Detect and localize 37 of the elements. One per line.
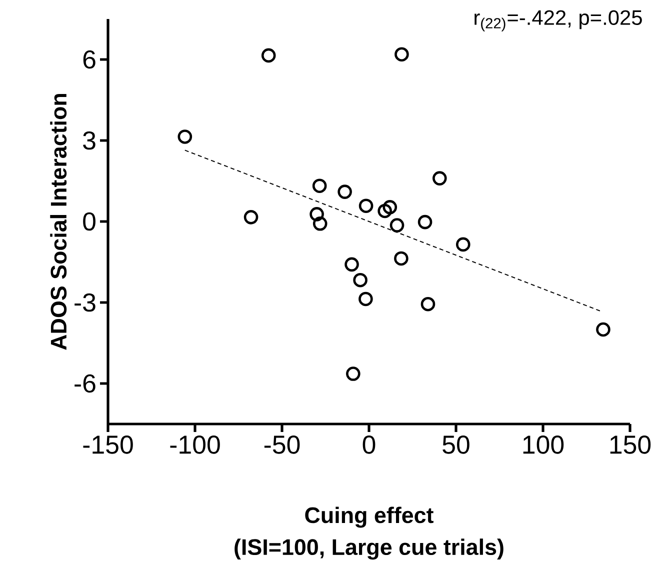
point	[390, 218, 404, 232]
point	[394, 47, 409, 62]
y-tick-label: -6	[74, 374, 96, 393]
x-tick-label: 100	[523, 436, 564, 454]
point	[346, 366, 360, 381]
point	[432, 171, 447, 186]
point	[312, 178, 327, 194]
y-tick-label: -3	[74, 293, 96, 312]
x-axis-title: Cuing effect (ISI=100, Large cue trials)	[234, 506, 504, 560]
point	[358, 292, 373, 306]
x-tick-label: -150	[83, 436, 133, 454]
point	[312, 216, 328, 231]
y-tick-label: 3	[83, 131, 96, 150]
point	[353, 272, 368, 288]
point	[382, 200, 398, 214]
x-tick-label: 50	[442, 436, 470, 454]
y-tick-label: 0	[83, 212, 96, 231]
x-tick-label: -50	[264, 436, 300, 454]
annotation: r$_{(22)}$=-.422, p=.025	[474, 10, 642, 32]
point	[418, 214, 432, 230]
y-axis-title: ADOS Social Interaction	[50, 94, 67, 350]
x-tick-label: 0	[362, 436, 376, 454]
point	[456, 237, 470, 252]
y-tick-label: 6	[83, 50, 96, 69]
point	[378, 204, 392, 218]
point	[358, 198, 374, 213]
point	[338, 184, 352, 199]
point	[310, 207, 324, 222]
x-tick-label: -100	[170, 436, 220, 454]
point	[596, 322, 610, 337]
point	[344, 257, 359, 272]
point	[178, 130, 192, 144]
x-tick-label: 150	[610, 436, 651, 454]
point	[420, 296, 436, 312]
point	[394, 251, 408, 266]
point	[244, 210, 258, 224]
point	[261, 48, 276, 63]
